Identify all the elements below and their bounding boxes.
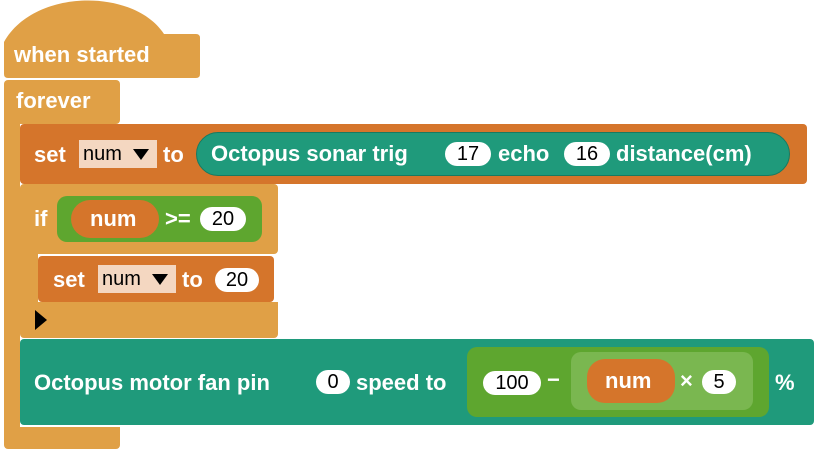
variable-dropdown-value: num	[102, 268, 141, 290]
compare-value-input[interactable]: 20	[200, 207, 246, 231]
when-started-block[interactable]: when started	[4, 0, 200, 78]
when-started-label: when started	[14, 42, 150, 67]
sonar-prefix-label: Octopus sonar trig	[211, 141, 408, 166]
octopus-sonar-block[interactable]: Octopus sonar trig 17 echo 16 distance(c…	[196, 132, 790, 176]
forever-label: forever	[16, 88, 91, 113]
percent-label: %	[775, 370, 795, 395]
dropdown-caret-icon	[152, 274, 168, 285]
if-label: if	[34, 206, 48, 231]
subtract-block[interactable]: 100 − num × 5	[467, 347, 769, 417]
set-num-sonar-block[interactable]: set num to Octopus sonar trig 17 echo 16…	[20, 124, 807, 184]
num-variable-reporter[interactable]: num	[587, 359, 675, 403]
multiplier-input[interactable]: 5	[702, 370, 736, 394]
trig-pin-input[interactable]: 17	[445, 142, 491, 166]
motor-fan-block[interactable]: Octopus motor fan pin 0 speed to 100 − n…	[20, 339, 814, 425]
compare-block[interactable]: num >= 20	[57, 196, 262, 242]
hat-shape	[4, 0, 200, 78]
minuend-input[interactable]: 100	[483, 371, 541, 395]
speed-label: speed to	[356, 370, 447, 395]
forever-block-header[interactable]: forever	[4, 80, 120, 124]
dropdown-caret-icon	[133, 149, 149, 160]
set-value-input[interactable]: 20	[215, 268, 259, 292]
variable-dropdown[interactable]: num	[79, 140, 157, 168]
echo-label: echo	[498, 141, 550, 166]
compare-operator: >=	[165, 206, 191, 231]
set-label: set	[34, 142, 66, 167]
num-variable-label: num	[605, 368, 652, 393]
variable-dropdown[interactable]: num	[98, 265, 176, 293]
echo-pin-input[interactable]: 16	[564, 142, 610, 166]
times-operator: ×	[680, 368, 693, 393]
set-num-value-block[interactable]: set num to 20	[38, 256, 274, 302]
set-label: set	[53, 267, 85, 292]
to-label: to	[163, 142, 184, 167]
motor-pin-input[interactable]: 0	[316, 370, 350, 394]
if-block-header[interactable]: if num >= 20	[20, 184, 278, 254]
run-arrow-icon	[35, 310, 47, 330]
distance-label: distance(cm)	[616, 141, 752, 166]
to-label: to	[182, 267, 203, 292]
multiply-block[interactable]: num × 5	[571, 352, 753, 410]
if-block-arm	[20, 250, 38, 306]
variable-dropdown-value: num	[83, 143, 122, 165]
if-block-footer	[20, 302, 278, 338]
forever-block-footer	[4, 427, 120, 449]
num-variable-label: num	[90, 206, 137, 231]
minus-operator: −	[547, 367, 560, 392]
num-variable-reporter[interactable]: num	[71, 200, 159, 238]
forever-block-arm	[4, 120, 20, 430]
motor-prefix-label: Octopus motor fan pin	[34, 370, 270, 395]
